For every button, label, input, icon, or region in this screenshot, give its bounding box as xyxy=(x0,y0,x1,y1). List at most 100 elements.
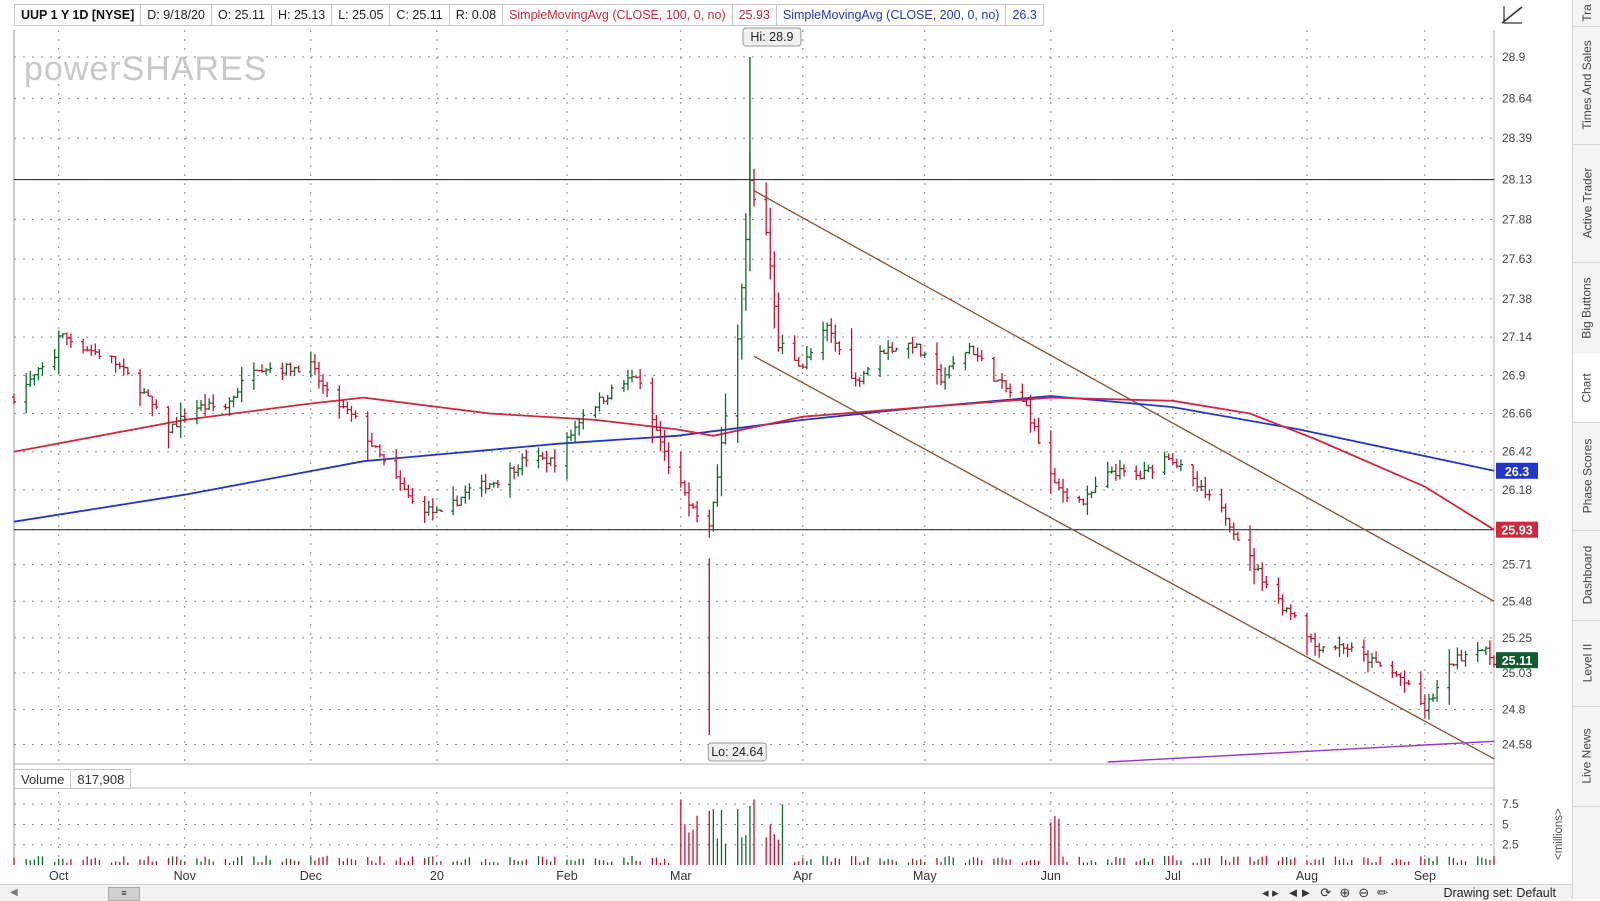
ohlc-bar xyxy=(1020,383,1025,402)
reset-icon[interactable]: ⟳ xyxy=(1320,885,1332,900)
price-tick-label: 25.48 xyxy=(1502,594,1532,608)
ohlc-bar xyxy=(1431,693,1436,702)
zoom-out-icon[interactable]: ⊖ xyxy=(1358,885,1370,900)
ohlc-bar xyxy=(1487,640,1492,665)
price-tick-label: 27.14 xyxy=(1502,330,1532,344)
ohlc-bar xyxy=(512,465,517,480)
pencil-icon[interactable]: ✏ xyxy=(1377,885,1389,900)
ohlc-bar xyxy=(292,366,297,376)
tab-times-and-sales[interactable]: Times And Sales xyxy=(1573,26,1600,145)
tab-chart[interactable]: Chart xyxy=(1573,354,1600,423)
ohlc-bar xyxy=(426,500,431,516)
ohlc-bar xyxy=(1219,488,1224,513)
ohlc-bar xyxy=(886,340,891,360)
ohlc-bar xyxy=(719,427,724,497)
ohlc-bar xyxy=(402,477,407,491)
ohlc-bar xyxy=(24,373,29,414)
ohlc-bar xyxy=(227,397,232,416)
ohlc-bar xyxy=(1036,417,1041,445)
ohlc-bar xyxy=(1191,463,1196,487)
ohlc-bar xyxy=(597,392,602,412)
volume-unit-label: <millions> xyxy=(1553,808,1565,860)
ohlc-bar xyxy=(1109,466,1114,474)
ohlc-bar xyxy=(394,449,399,479)
right-side-tabs: Tra Times And Sales Active Trader Big Butto… xyxy=(1572,0,1600,900)
drawing-set-selector[interactable]: Drawing set: Default xyxy=(1443,886,1556,900)
tab-live-news[interactable]: Live News xyxy=(1573,706,1600,807)
x-tick-label: Aug xyxy=(1296,869,1318,883)
tab-label: Big Buttons xyxy=(1580,277,1594,339)
scroll-arrows-icon[interactable]: ◂ ▸ xyxy=(1262,885,1279,900)
tab-big-buttons[interactable]: Big Buttons xyxy=(1573,262,1600,355)
zoom-in-icon[interactable]: ⊕ xyxy=(1339,885,1351,900)
ohlc-bar xyxy=(768,207,773,280)
ohlc-bar xyxy=(1349,642,1354,652)
high-annotation-text: Hi: 28.9 xyxy=(750,30,793,44)
low-value: L: 25.05 xyxy=(332,4,391,26)
ohlc-bar xyxy=(695,500,700,523)
tab-level-ii[interactable]: Level II xyxy=(1573,620,1600,707)
ohlc-bar xyxy=(654,415,659,431)
ohlc-bar xyxy=(1378,661,1383,667)
sma200-value-tag-box xyxy=(1496,462,1538,479)
scroll-left-arrow-icon[interactable]: ◀ xyxy=(10,887,18,898)
close-value: C: 25.11 xyxy=(390,4,450,26)
high-value: H: 25.13 xyxy=(271,4,333,26)
price-tick-label: 26.42 xyxy=(1502,445,1532,459)
ohlc-bar xyxy=(650,377,655,444)
ohlc-bar xyxy=(64,332,69,346)
ohlc-bar xyxy=(1374,651,1379,663)
sma100-label[interactable]: SimpleMovingAvg (CLOSE, 100, 0, no) xyxy=(503,4,733,26)
ohlc-bar xyxy=(792,335,797,362)
ohlc-bar xyxy=(861,370,866,385)
price-tick-label: 28.9 xyxy=(1502,50,1526,64)
ohlc-bar xyxy=(345,401,350,414)
tab-label: Dashboard xyxy=(1580,545,1594,605)
chart-scroll-thumb[interactable]: ≡ xyxy=(108,887,140,901)
ohlc-bar xyxy=(1195,471,1200,492)
ohlc-bar xyxy=(194,399,199,425)
sma200-label[interactable]: SimpleMovingAvg (CLOSE, 200, 0, no) xyxy=(776,4,1007,26)
ohlc-bar xyxy=(60,333,65,339)
x-tick-label: Oct xyxy=(49,869,69,883)
ohlc-bar xyxy=(934,342,939,385)
ohlc-bar xyxy=(1231,522,1236,540)
x-tick-label: 20 xyxy=(430,869,444,883)
volume-tick-label: 7.5 xyxy=(1502,797,1519,811)
ohlc-bar xyxy=(1256,564,1261,571)
ohlc-bar xyxy=(154,399,159,410)
ohlc-bar xyxy=(422,496,427,523)
ohlc-bar xyxy=(943,367,948,390)
ohlc-bar xyxy=(764,182,769,236)
ohlc-bar xyxy=(739,283,744,360)
ohlc-bar xyxy=(1138,470,1143,480)
symbol-label[interactable]: UUP 1 Y 1D [NYSE] xyxy=(14,4,142,26)
sma100-value-tag-box xyxy=(1496,521,1538,538)
tab-dashboard[interactable]: Dashboard xyxy=(1573,530,1600,621)
ohlc-bar xyxy=(369,432,374,448)
ohlc-bar xyxy=(97,349,102,360)
trend-channel-line xyxy=(753,355,1495,760)
price-tick-label: 28.64 xyxy=(1502,91,1532,105)
sma200-line xyxy=(13,395,1495,523)
ohlc-bar xyxy=(1117,459,1122,480)
price-tick-label: 25.03 xyxy=(1502,666,1532,680)
ohlc-bar xyxy=(752,168,756,207)
ohlc-bar xyxy=(991,356,996,382)
trend-channel-line xyxy=(753,190,1495,602)
price-tick-label: 28.13 xyxy=(1502,173,1532,187)
tab-phase-scores[interactable]: Phase Scores xyxy=(1573,422,1600,531)
tab-active-trader[interactable]: Active Trader xyxy=(1573,144,1600,263)
tab-tra[interactable]: Tra xyxy=(1573,0,1600,27)
ohlc-bar xyxy=(207,398,212,410)
ohlc-bar xyxy=(947,365,952,379)
ohlc-bar xyxy=(890,342,895,354)
drawing-tool-icon[interactable] xyxy=(1500,4,1524,26)
pan-icon[interactable]: ◄► xyxy=(1286,885,1313,900)
sma100-value: 25.93 xyxy=(732,4,777,26)
ohlc-bar xyxy=(341,400,346,409)
ohlc-bar xyxy=(1207,489,1212,501)
ohlc-bar xyxy=(349,405,354,422)
price-tick-label: 25.71 xyxy=(1502,558,1532,572)
